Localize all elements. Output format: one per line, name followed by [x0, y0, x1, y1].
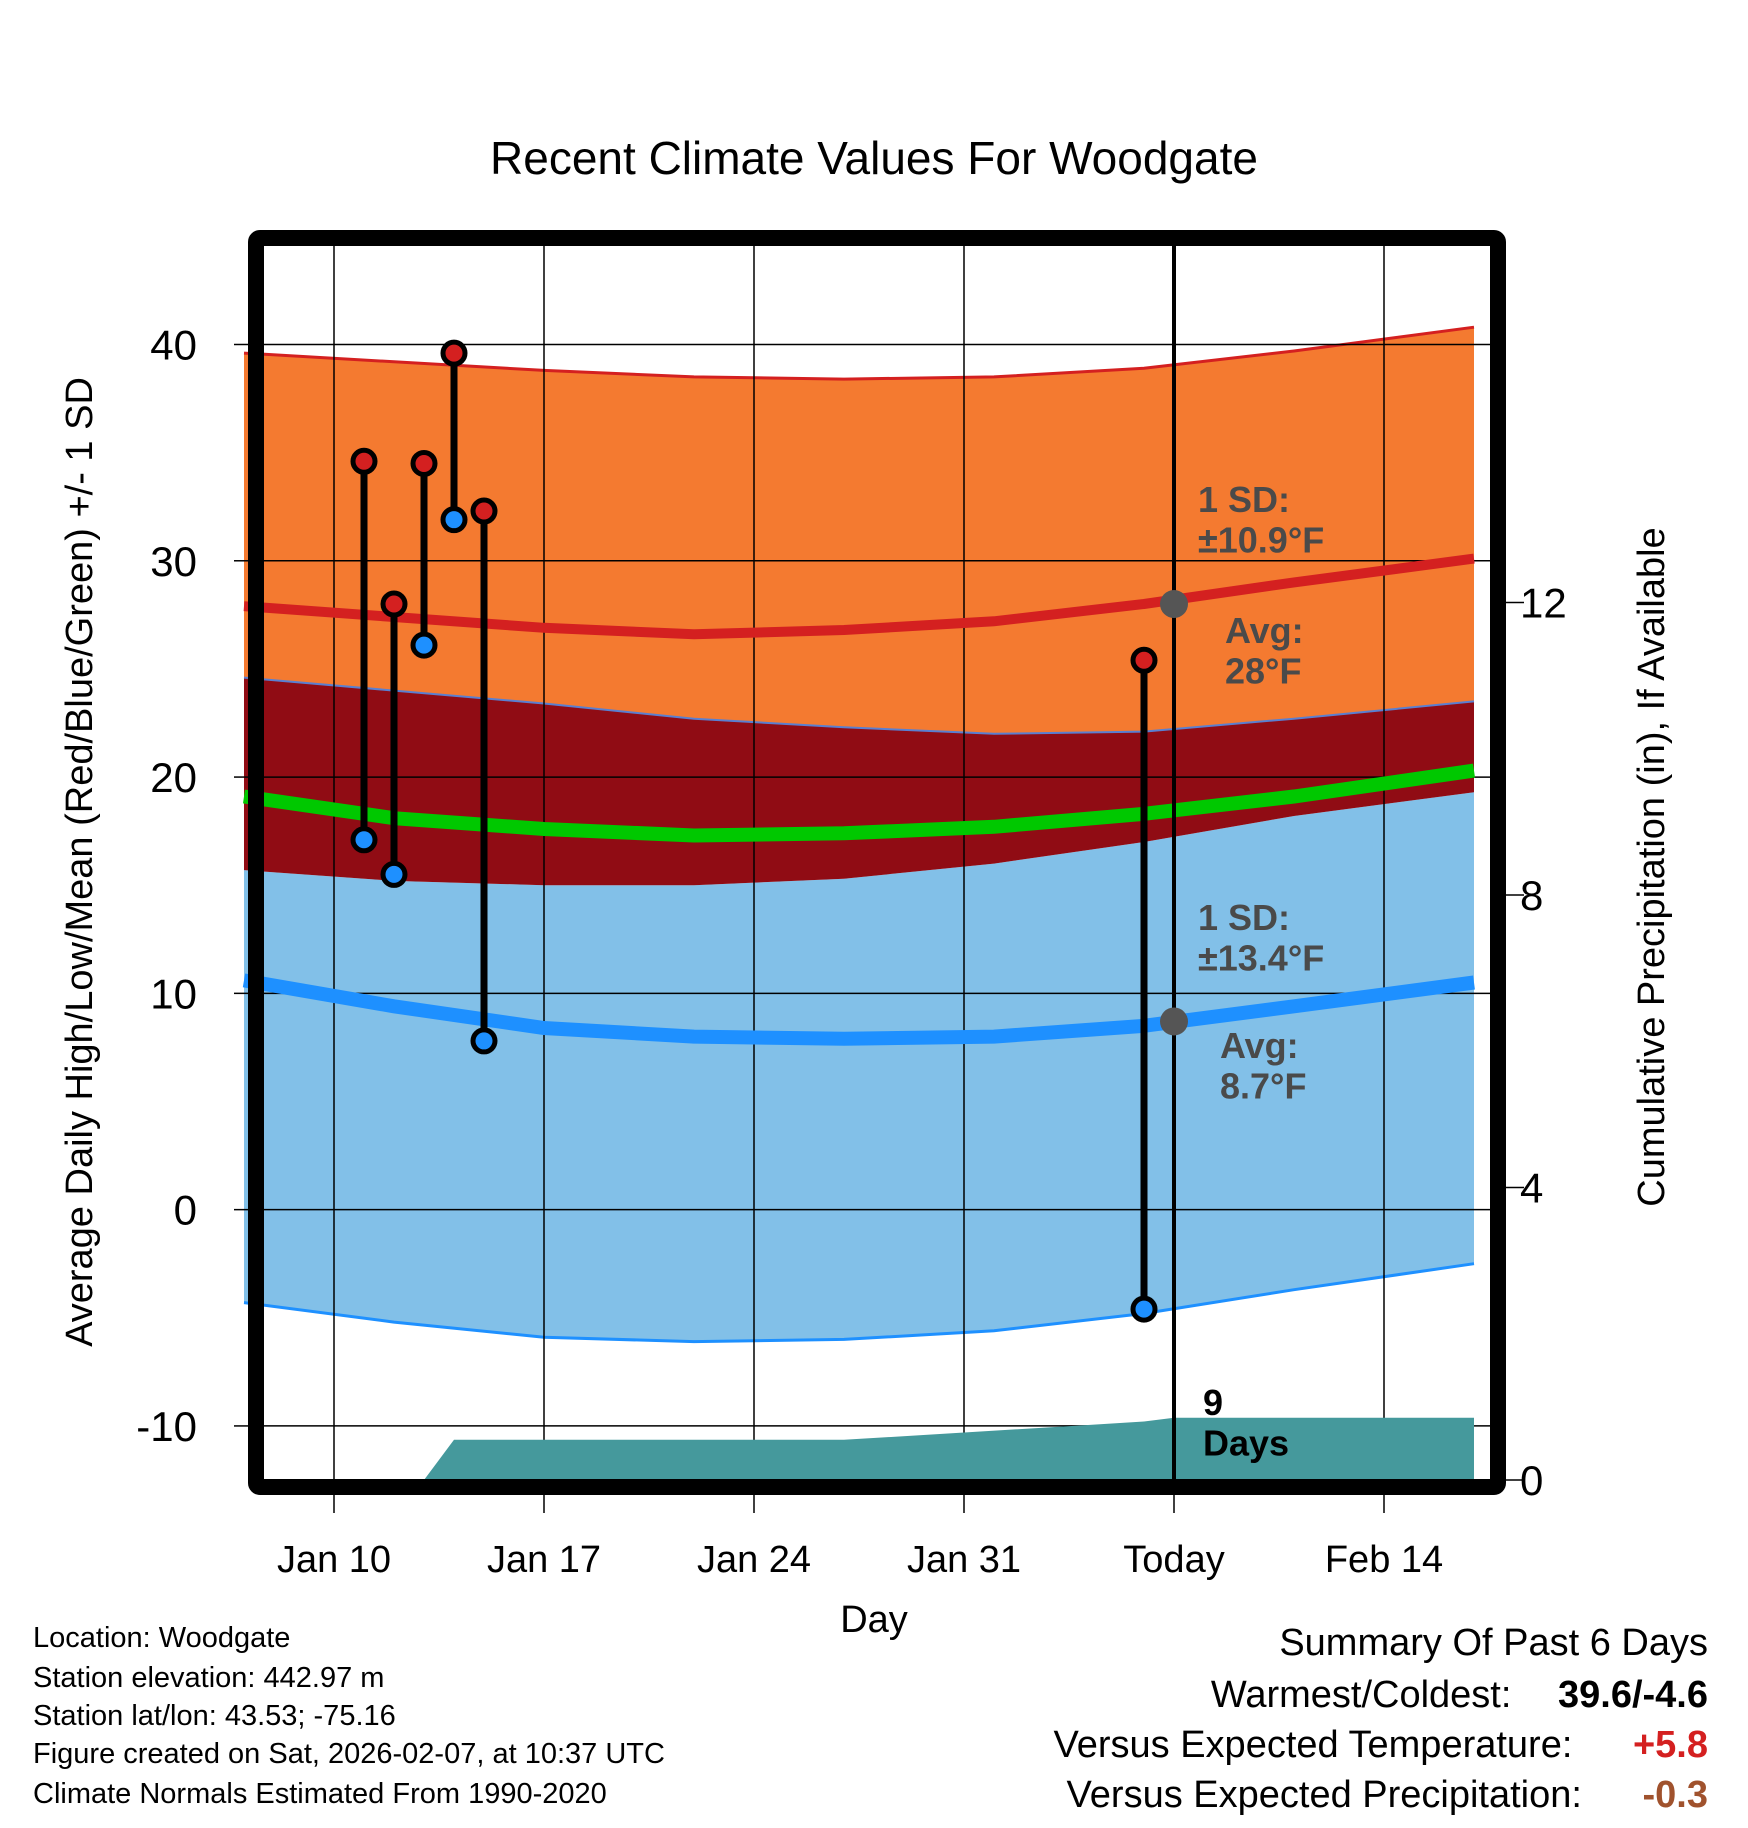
summary-precip-value: -0.3 — [1642, 1774, 1708, 1816]
normal-lines — [242, 553, 1475, 1046]
x-tick-label-38: Feb 14 — [1325, 1539, 1443, 1581]
y-tick-label-20: 20 — [150, 754, 197, 801]
observed-high-3 — [440, 339, 468, 367]
summary-warm-cold-value: 39.6/-4.6 — [1558, 1674, 1708, 1716]
observed-high-1 — [380, 590, 408, 618]
observed-high-2 — [410, 449, 438, 477]
plot-frame — [248, 230, 1506, 1495]
x-axis-label: Day — [840, 1599, 908, 1641]
info-normals: Climate Normals Estimated From 1990-2020 — [33, 1778, 607, 1810]
x-tick-label-24: Jan 31 — [907, 1539, 1021, 1581]
observed-layer — [350, 339, 1158, 1323]
observed-low-4 — [470, 1027, 498, 1055]
high-sd-label: 1 SD: ±10.9°F — [1198, 479, 1324, 560]
observed-low-1 — [380, 860, 408, 888]
x-tick-label-31: Today — [1123, 1539, 1224, 1581]
y-tick-label--10: -10 — [136, 1403, 197, 1450]
y2-tick-label-8: 8 — [1520, 872, 1543, 919]
axis-ticks: -10 0 10 20 30 40 0 4 8 12 Jan 10 Jan 17 Jan 24 Jan 3… — [136, 321, 1566, 1581]
observed-low-5 — [1130, 1295, 1158, 1323]
summary-temp-value: +5.8 — [1632, 1724, 1708, 1766]
summary-precip-label: Versus Expected Precipitation: — [1066, 1774, 1582, 1816]
summary-temp: Versus Expected Temperature: +5.8 — [1053, 1726, 1708, 1764]
summary-title: Summary Of Past 6 Days — [1279, 1622, 1708, 1664]
y-axis-label: Average Daily High/Low/Mean (Red/Blue/Gr… — [59, 377, 101, 1347]
today-high-avg-marker — [1160, 590, 1188, 619]
today-low-avg-marker — [1160, 1007, 1188, 1036]
low-sd-band — [244, 792, 1474, 1342]
summary-warm-cold: Warmest/Coldest: 39.6/-4.6 — [1211, 1676, 1708, 1714]
x-tick-label-17: Jan 24 — [697, 1539, 811, 1581]
annotations: 1 SD: ±10.9°F Avg: 28°F 1 SD: ±13.4°F Avg: 8.7°… — [1198, 479, 1324, 1463]
observed-low-3 — [440, 506, 468, 534]
observed-high-0 — [350, 447, 378, 475]
plot-border — [248, 230, 1506, 1495]
normal-low-line — [242, 973, 1475, 1046]
high-upper-edge — [243, 325, 1475, 381]
low-lower-edge — [243, 1262, 1475, 1344]
info-location: Location: Woodgate — [33, 1622, 291, 1654]
y2-axis-label: Cumulative Precipitation (in), If Availa… — [1631, 527, 1673, 1206]
info-created: Figure created on Sat, 2026-02-07, at 10… — [33, 1738, 665, 1770]
normal-high-line — [243, 553, 1475, 640]
x-tick-label-3: Jan 10 — [277, 1539, 391, 1581]
info-elevation: Station elevation: 442.97 m — [33, 1662, 385, 1694]
low-avg-label: Avg: 8.7°F — [1220, 1025, 1306, 1106]
info-latlon: Station lat/lon: 43.53; -75.16 — [33, 1700, 396, 1732]
observed-low-2 — [410, 631, 438, 659]
y-tick-label-10: 10 — [150, 970, 197, 1017]
y-tick-label-40: 40 — [150, 321, 197, 368]
y2-tick-label-12: 12 — [1520, 580, 1567, 627]
y2-tick-label-4: 4 — [1520, 1165, 1543, 1212]
y2-tick-label-0: 0 — [1520, 1457, 1543, 1504]
y-tick-label-0: 0 — [174, 1187, 197, 1234]
y-tick-label-30: 30 — [150, 538, 197, 585]
x-tick-label-10: Jan 17 — [487, 1539, 601, 1581]
high-lower-edge — [243, 676, 1475, 735]
summary-precip: Versus Expected Precipitation: -0.3 — [1067, 1776, 1708, 1814]
low-sd-label: 1 SD: ±13.4°F — [1198, 897, 1324, 978]
chart-title: Recent Climate Values For Woodgate — [490, 132, 1258, 184]
summary-temp-label: Versus Expected Temperature: — [1053, 1724, 1573, 1766]
summary-warm-cold-label: Warmest/Coldest: — [1210, 1674, 1512, 1716]
today-layer — [1160, 240, 1188, 1480]
normal-mean-line — [242, 763, 1475, 843]
axis-labels: Recent Climate Values For Woodgate Day Ave… — [59, 132, 1673, 1641]
precip-area — [424, 1417, 1474, 1480]
precip-layer — [424, 1417, 1474, 1480]
days-label: 9 Days — [1203, 1382, 1289, 1463]
observed-high-5 — [1130, 646, 1158, 674]
observed-low-0 — [350, 826, 378, 854]
observed-high-4 — [470, 497, 498, 525]
high-avg-label: Avg: 28°F — [1225, 610, 1304, 691]
